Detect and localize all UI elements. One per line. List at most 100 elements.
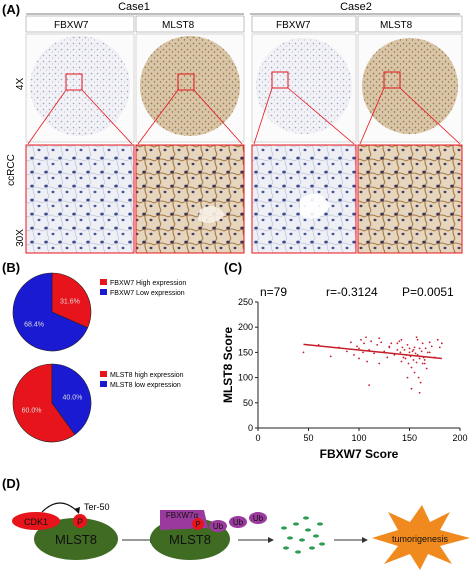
panel-c-label: (C)	[224, 260, 242, 275]
scatter-point	[408, 351, 411, 354]
y-axis-label: MLST8 Score	[221, 327, 235, 403]
panel-c: (C) n=79 r=-0.3124 P=0.0051 0 50 100 150 200…	[221, 260, 468, 461]
scatter-point	[370, 340, 373, 343]
core-mlst8-case2	[362, 38, 458, 134]
ub-label-2: Ub	[233, 518, 244, 527]
scatter-point	[401, 346, 404, 349]
scatter-point	[414, 352, 417, 355]
legend-swatch-mlst8-low	[100, 381, 107, 387]
pie2-legend: MLST8 high expression MLST8 low expressi…	[100, 371, 184, 389]
legend-swatch-fbxw7-high	[100, 279, 107, 285]
ub-label-1: Ub	[213, 522, 224, 531]
x-tick-label: 50	[303, 433, 313, 443]
scatter-point	[345, 350, 348, 353]
ub-label-3: Ub	[253, 514, 264, 523]
scatter-point	[406, 376, 409, 379]
scatter-point	[419, 381, 422, 384]
scatter-point	[438, 346, 441, 349]
micrographs-4x	[25, 33, 463, 145]
scatter-point	[353, 354, 355, 356]
panel-b: (B) 31.6% 68.4% 60.0% 40.0% FBXW7 High exp…	[2, 260, 186, 443]
legend-swatch-mlst8-high	[100, 371, 107, 377]
scatter-point	[428, 341, 431, 344]
scatter-point	[329, 355, 332, 358]
pie-mlst8-slice-1	[51, 363, 92, 435]
scatter-point	[421, 342, 424, 345]
scatter-point	[366, 360, 368, 363]
scatter-point	[399, 351, 402, 354]
ub-blob-1	[209, 520, 227, 532]
scatter-point	[358, 357, 360, 360]
zoom-fbxw7-case1	[25, 144, 135, 254]
scatter-point	[430, 345, 433, 348]
scatter-point	[403, 348, 406, 351]
pie-mlst8: 60.0% 40.0%	[12, 363, 92, 443]
legend-swatch-fbxw7-low	[100, 289, 107, 295]
scatter-point	[363, 342, 365, 345]
phospho-label-2: P	[195, 520, 200, 529]
scatter-point	[368, 384, 370, 387]
core-fbxw7-case1	[30, 36, 130, 136]
panel-d: (D) MLST8 CDK1 P Ter-50 MLST8 FBXW7α P U…	[2, 476, 470, 570]
panel-a-label: (A)	[2, 2, 20, 17]
regression-line	[303, 343, 442, 360]
pie-fbxw7-slice-label-1: 68.4%	[24, 322, 44, 329]
scatter-point	[410, 387, 413, 390]
mlst8-blob-1	[34, 518, 118, 560]
scatter-point	[406, 343, 409, 346]
ub-blob-2	[229, 516, 247, 528]
y-tick-label: 250	[238, 297, 253, 307]
ter50-label: Ter-50	[84, 502, 110, 512]
scatter-point	[373, 352, 376, 355]
cdk1-blob	[12, 512, 60, 530]
x-axis-label: FBXW7 Score	[320, 447, 399, 461]
row-label-30x: 30X	[15, 229, 26, 247]
scatter-point	[420, 350, 423, 353]
scatter-point	[407, 362, 410, 365]
scatter-point	[418, 347, 421, 350]
col-header-fbxw7-case2: FBXW7	[276, 20, 311, 31]
x-tick-label: 200	[452, 433, 467, 443]
scatter-point	[400, 360, 403, 363]
scatter-point	[388, 345, 391, 348]
scatter-point	[426, 351, 429, 354]
scatter-point	[380, 341, 383, 344]
scatter-point	[396, 342, 399, 345]
scatter-point	[390, 342, 393, 345]
panel-d-label: (D)	[2, 476, 20, 491]
scatter-point	[356, 345, 358, 348]
cdk1-label: CDK1	[24, 517, 48, 527]
phospho-circle-1	[73, 514, 87, 528]
scatter-point	[436, 338, 439, 341]
scatter-point	[376, 343, 379, 346]
legend-mlst8-high: MLST8 high expression	[110, 372, 184, 379]
scatter-point	[402, 356, 405, 359]
scatter-point	[415, 361, 418, 364]
scatter-point	[400, 338, 403, 341]
annotation-n: n=79	[260, 285, 287, 299]
ub-blob-3	[249, 512, 267, 524]
zoom-mlst8-case1	[135, 144, 245, 254]
legend-fbxw7-low: FBXW7 Low expression	[110, 290, 185, 297]
phospho-circle-2	[192, 518, 204, 530]
x-tick-label: 150	[402, 433, 417, 443]
scatter-point	[423, 362, 426, 365]
scatter-point	[358, 347, 360, 350]
degraded-fragments	[281, 516, 325, 554]
zoom-mlst8-case2	[357, 144, 463, 254]
scatter-point	[408, 347, 411, 350]
scatter-point	[396, 348, 399, 351]
scatter-point	[398, 340, 401, 343]
scatter-point	[425, 367, 428, 370]
scatter-point	[378, 337, 381, 340]
scatter-point	[386, 356, 389, 359]
scatter-point	[413, 346, 416, 349]
fbxw7a-label: FBXW7α	[166, 511, 199, 520]
scatter-point	[413, 371, 416, 374]
y-tick-label: 200	[238, 322, 253, 332]
scatter-point	[302, 351, 305, 354]
y-tick-label: 150	[238, 347, 253, 357]
scatter-point	[416, 338, 419, 341]
